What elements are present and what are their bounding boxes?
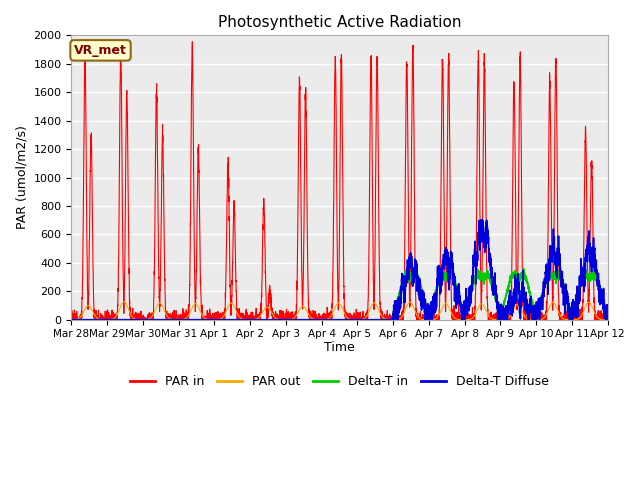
PAR in [68,309,76,315]
PAR out [319,317,327,323]
Legend: PAR in, PAR out, Delta-T in, Delta-T Diffuse: PAR in, PAR out, Delta-T in, Delta-T Dif… [125,370,554,393]
Delta-T Diffuse [68,317,76,323]
Delta-T in [68,317,76,323]
PAR in [320,316,328,322]
Delta-T in [604,317,612,323]
PAR in [164,317,172,323]
Delta-T in [604,308,611,314]
Delta-T Diffuse [460,314,467,320]
PAR out [120,299,128,304]
Delta-T Diffuse [430,304,438,310]
Line: Delta-T in: Delta-T in [72,269,608,320]
PAR in [68,317,76,323]
PAR out [490,317,498,323]
Delta-T in [460,307,467,312]
PAR out [164,314,172,320]
PAR out [604,317,611,323]
Line: PAR out: PAR out [72,301,608,320]
Delta-T Diffuse [490,275,498,281]
Delta-T in [430,297,438,302]
PAR in [490,314,498,320]
Delta-T Diffuse [604,317,612,323]
X-axis label: Time: Time [324,341,355,354]
PAR out [460,317,467,323]
PAR in [460,312,468,318]
Text: VR_met: VR_met [74,44,127,57]
Delta-T Diffuse [604,302,611,308]
PAR out [68,317,76,323]
Line: PAR in: PAR in [72,42,608,320]
Delta-T in [490,290,498,296]
PAR in [604,317,611,323]
Delta-T in [164,317,172,323]
PAR out [430,316,438,322]
Line: Delta-T Diffuse: Delta-T Diffuse [72,220,608,320]
PAR in [189,39,196,45]
Title: Photosynthetic Active Radiation: Photosynthetic Active Radiation [218,15,461,30]
PAR in [604,317,612,323]
Delta-T Diffuse [477,217,484,223]
Delta-T Diffuse [164,317,172,323]
Delta-T Diffuse [319,317,327,323]
PAR in [430,317,438,323]
Delta-T in [473,266,481,272]
Y-axis label: PAR (umol/m2/s): PAR (umol/m2/s) [15,126,28,229]
PAR out [604,317,612,323]
Delta-T in [319,317,327,323]
